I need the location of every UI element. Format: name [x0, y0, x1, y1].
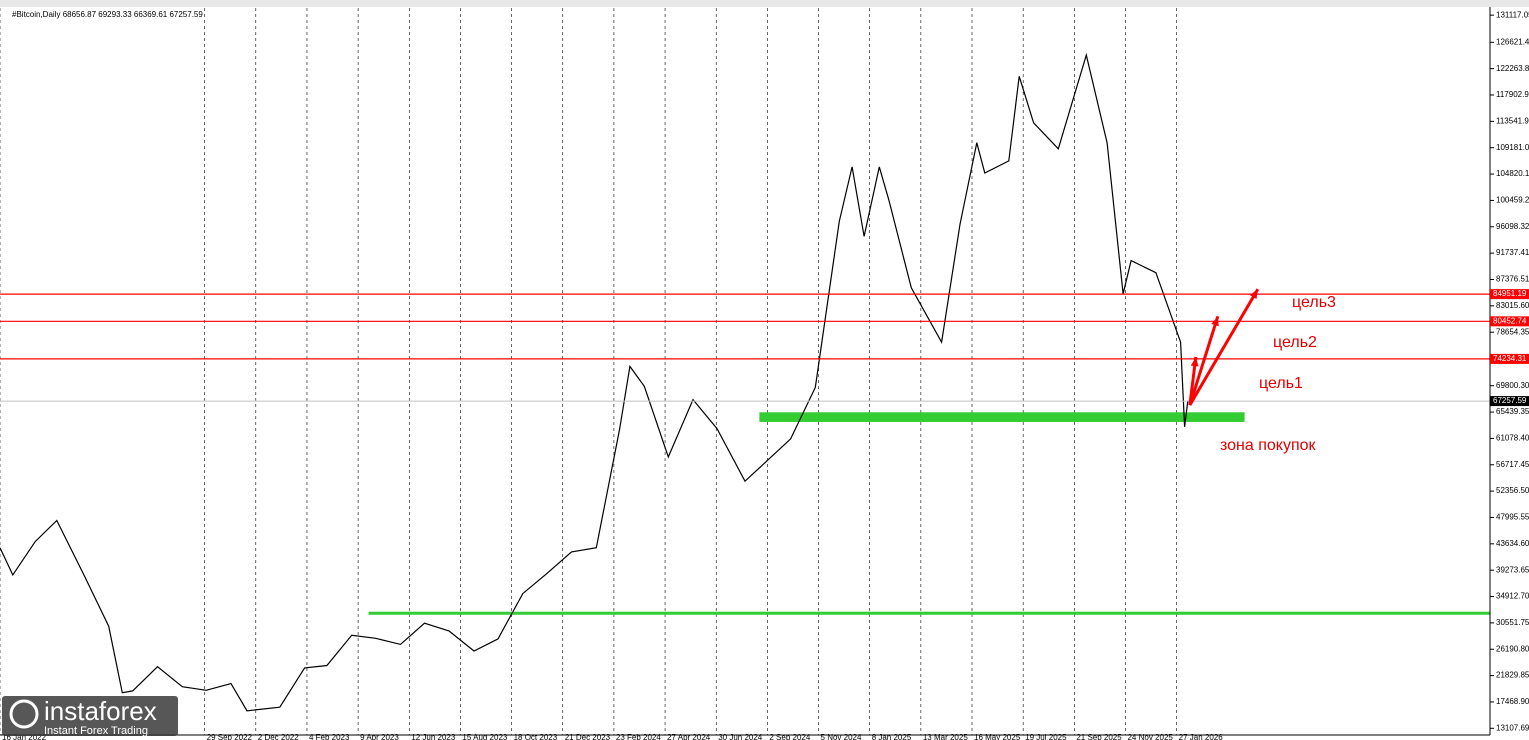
price-box — [1490, 396, 1529, 407]
y-tick-label: 47995.55 — [1496, 513, 1529, 522]
y-tick-label: 39273.65 — [1496, 565, 1529, 574]
x-tick-label: 8 Jan 2025 — [872, 733, 912, 740]
x-tick-label: 27 Jan 2026 — [1179, 733, 1224, 740]
level-label: 84951.19 — [1493, 289, 1527, 298]
arrow-head — [1211, 316, 1219, 327]
x-tick-label: 2 Dec 2022 — [258, 733, 299, 740]
target-arrow — [1188, 288, 1260, 406]
x-tick-label: 23 Feb 2024 — [616, 733, 661, 740]
price-label: 67257.59 — [1493, 396, 1527, 405]
y-tick-label: 113541.95 — [1496, 116, 1529, 125]
x-tick-label: 29 Sep 2022 — [207, 733, 253, 740]
y-tick-label: 13107.69 — [1496, 723, 1529, 732]
price-line — [0, 52, 1189, 712]
level-label: 80452.74 — [1493, 316, 1527, 325]
x-tick-label: 30 Jun 2024 — [718, 733, 763, 740]
x-tick-label: 13 Mar 2025 — [923, 733, 968, 740]
x-tick-label: 24 Nov 2025 — [1127, 733, 1173, 740]
target-arrow — [1188, 315, 1220, 406]
grid — [0, 8, 1177, 735]
logo-brand: instaforex — [44, 696, 157, 726]
y-tick-label: 21829.85 — [1496, 671, 1529, 680]
x-tick-label: 15 Aug 2023 — [462, 733, 507, 740]
y-tick-label: 26190.80 — [1496, 644, 1529, 653]
x-tick-label: 16 Jan 2022 — [2, 733, 47, 740]
x-tick-label: 21 Dec 2023 — [565, 733, 611, 740]
x-tick-label: 4 Feb 2023 — [309, 733, 350, 740]
x-tick-label: 18 Oct 2023 — [514, 733, 558, 740]
x-tick-label: 5 Nov 2024 — [821, 733, 862, 740]
y-tick-label: 117902.95 — [1496, 90, 1529, 99]
y-tick-label: 109181.04 — [1496, 143, 1529, 152]
y-tick-label: 52356.50 — [1496, 486, 1529, 495]
level-box — [1490, 289, 1529, 300]
y-tick-label: 43634.60 — [1496, 539, 1529, 548]
y-tick-label: 96098.32 — [1496, 222, 1529, 231]
y-tick-label: 69800.30 — [1496, 381, 1529, 390]
logo: instaforex Instant Forex Trading — [2, 696, 178, 737]
zone — [759, 412, 1245, 422]
annotation: цель3 — [1292, 294, 1336, 311]
x-tick-label: 12 Jun 2023 — [411, 733, 456, 740]
x-tick-label: 21 Sep 2025 — [1076, 733, 1122, 740]
y-axis-area — [1490, 7, 1529, 740]
y-tick-label: 131117.05 — [1496, 10, 1529, 19]
arrow-head — [1190, 356, 1199, 367]
logo-icon — [9, 699, 39, 729]
y-tick-label: 126621.45 — [1496, 37, 1529, 46]
x-tick-label: 16 May 2025 — [974, 733, 1021, 740]
y-tick-label: 100459.23 — [1496, 196, 1529, 205]
x-tick-label: 27 Apr 2024 — [667, 733, 711, 740]
y-tick-label: 34912.70 — [1496, 592, 1529, 601]
y-tick-label: 83015.60 — [1496, 301, 1529, 310]
arrow-head — [1249, 289, 1258, 300]
y-tick-label: 91737.41 — [1496, 248, 1529, 257]
annotation: цель2 — [1273, 334, 1317, 351]
y-tick-label: 104820.13 — [1496, 169, 1529, 178]
y-tick-label: 78654.35 — [1496, 327, 1529, 336]
x-tick-label: 9 Apr 2023 — [360, 733, 399, 740]
annotation: цель1 — [1259, 375, 1303, 392]
y-tick-label: 87376.51 — [1496, 275, 1529, 284]
y-tick-label: 65439.35 — [1496, 407, 1529, 416]
y-tick-label: 30551.75 — [1496, 618, 1529, 627]
y-tick-label: 17468.90 — [1496, 697, 1529, 706]
x-tick-label: 2 Sep 2024 — [769, 733, 810, 740]
y-tick-label: 61078.40 — [1496, 434, 1529, 443]
chart-title: #Bitcoin,Daily 68656.87 69293.33 66369.6… — [12, 10, 203, 19]
x-tick-label: 19 Jul 2025 — [1025, 733, 1067, 740]
level-label: 74234.31 — [1493, 354, 1527, 363]
annotation: зона покупок — [1220, 437, 1317, 454]
y-tick-label: 122263.86 — [1496, 64, 1529, 73]
level-box — [1490, 353, 1529, 364]
plot — [0, 52, 1491, 712]
y-tick-label: 56717.45 — [1496, 460, 1529, 469]
level-box — [1490, 316, 1529, 327]
logo-tagline: Instant Forex Trading — [44, 725, 148, 737]
toolbar — [0, 0, 1529, 7]
zone — [368, 611, 1491, 615]
logo-bg — [2, 696, 178, 736]
axes: 131117.05 126621.45 122263.86 117902.95 1135… — [2, 10, 1529, 740]
